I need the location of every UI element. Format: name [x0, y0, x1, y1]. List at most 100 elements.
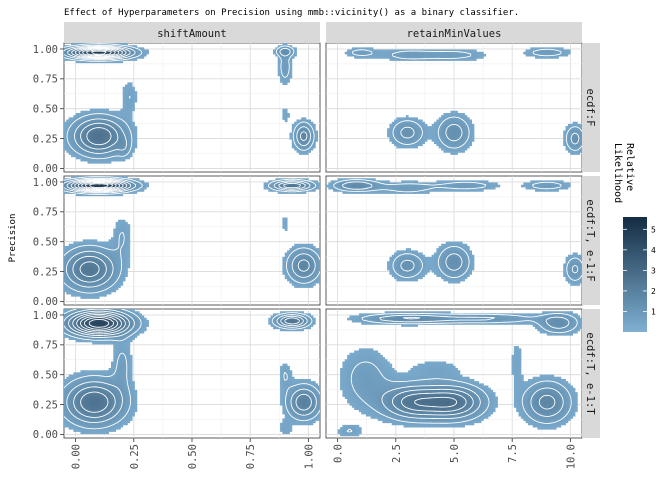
contour-line — [81, 181, 117, 190]
contour-line — [64, 43, 315, 160]
density-cell-group — [328, 180, 569, 282]
density-cell-group — [103, 139, 107, 142]
contour-line — [66, 178, 310, 283]
density-cell-group — [94, 319, 98, 323]
contour-line — [71, 46, 127, 146]
density-cell-group — [94, 141, 98, 144]
legend-tick-label: 3 — [651, 266, 656, 275]
density-cell-group — [342, 427, 346, 430]
density-cell-group — [92, 263, 95, 267]
density-cell-group — [567, 126, 571, 129]
density-cell-group — [96, 128, 100, 131]
density-cell-group — [450, 126, 458, 140]
density-cell-group — [452, 130, 456, 136]
density-cell-group — [87, 317, 105, 323]
density-cell-group — [358, 313, 576, 421]
density-cell-group — [87, 394, 91, 397]
contour-line — [64, 177, 316, 288]
density-cell-group — [96, 322, 102, 325]
density-cell-group — [85, 270, 88, 273]
density-cell-group — [89, 319, 107, 327]
density-cell-group — [87, 130, 93, 138]
legend: Relative Likelihood 1 2 3 4 5 — [612, 143, 656, 332]
density-cell-group — [101, 324, 105, 327]
density-cell-group — [354, 184, 360, 188]
legend-title-line-1: Relative — [624, 143, 635, 191]
contour-line — [333, 179, 582, 281]
x-tick-label: 0.25 — [129, 444, 141, 469]
row-strip-1 — [582, 176, 600, 305]
contour-line — [91, 50, 107, 55]
contour-lines — [64, 309, 320, 430]
density-cell-group — [78, 272, 95, 280]
density-cell-group — [82, 263, 98, 273]
contour-line — [64, 44, 312, 154]
density-cell-group — [426, 398, 449, 406]
density-cell-group — [459, 400, 465, 408]
legend-colorbar — [623, 217, 647, 332]
density-cell-group — [303, 407, 307, 410]
chart-title: Effect of Hyperparameters on Precision u… — [64, 8, 519, 18]
x-tick-label: 0.75 — [245, 444, 257, 469]
density-cell-group — [361, 184, 364, 188]
density-cell-group — [85, 123, 117, 136]
density-cell-group — [94, 322, 98, 325]
density-cell-group — [443, 130, 465, 136]
contour-line — [80, 315, 119, 332]
density-cell-group — [87, 270, 93, 273]
density-cell-group — [450, 128, 458, 136]
contour-line — [68, 310, 312, 418]
density-cell-group — [80, 315, 105, 410]
y-tick-label: 0.00 — [33, 296, 58, 308]
panel-1-1 — [325, 175, 583, 306]
density-cell-group — [410, 403, 414, 406]
panel-0-0 — [63, 42, 321, 173]
contour-line — [64, 176, 320, 294]
density-cell-group — [455, 392, 470, 404]
row-strip-2 — [582, 309, 600, 438]
y-tick-label: 0.25 — [33, 399, 58, 411]
contour-line — [351, 48, 582, 151]
contour-line — [84, 182, 114, 189]
density-cell-group — [101, 319, 105, 323]
density-cell-group — [101, 322, 105, 325]
density-cell-group — [405, 130, 578, 140]
density-cell-group — [108, 322, 112, 325]
density-cell-group — [101, 184, 105, 188]
x-tick-label: 0.50 — [187, 444, 199, 469]
contour-line — [89, 183, 109, 188]
x-tick-label: 1.00 — [303, 444, 315, 469]
density-cell-group — [448, 250, 463, 273]
row-strip-label-1: ecdf:T, e-1:F — [584, 199, 596, 281]
contour-line — [82, 48, 116, 57]
density-cell-group — [424, 394, 454, 410]
contour-line — [400, 123, 580, 145]
density-cell-group — [387, 403, 390, 406]
density-cell-group — [64, 176, 320, 299]
density-cell-group — [96, 130, 110, 144]
y-tick-label: 1.00 — [33, 310, 58, 322]
contour-line — [76, 313, 122, 333]
legend-tick-label: 4 — [651, 246, 656, 255]
density-cell-group — [429, 398, 451, 406]
density-cell-group — [294, 413, 309, 419]
density-cell-group — [349, 184, 353, 188]
y-tick-label: 0.50 — [33, 236, 58, 248]
density-cell-group — [419, 398, 454, 406]
density-cell-group — [80, 322, 84, 325]
column-strip-label-1: retainMinValues — [407, 28, 502, 40]
column-strip-label-0: shiftAmount — [157, 28, 227, 40]
density-cell-group — [294, 184, 297, 188]
density-cell-group — [85, 322, 88, 325]
density-cell-group — [64, 178, 320, 297]
density-cell-group — [96, 184, 100, 188]
density-cell-group — [434, 394, 437, 397]
density-cell-group — [94, 132, 102, 140]
density-cell-group — [405, 254, 461, 271]
density-cell-group — [275, 184, 279, 188]
x-tick-label: 7.5 — [507, 444, 519, 463]
contour-lines — [351, 48, 582, 151]
density-cell-group — [85, 126, 95, 142]
x-tick-label: 0.0 — [333, 444, 345, 463]
density-cell-group — [108, 319, 112, 323]
